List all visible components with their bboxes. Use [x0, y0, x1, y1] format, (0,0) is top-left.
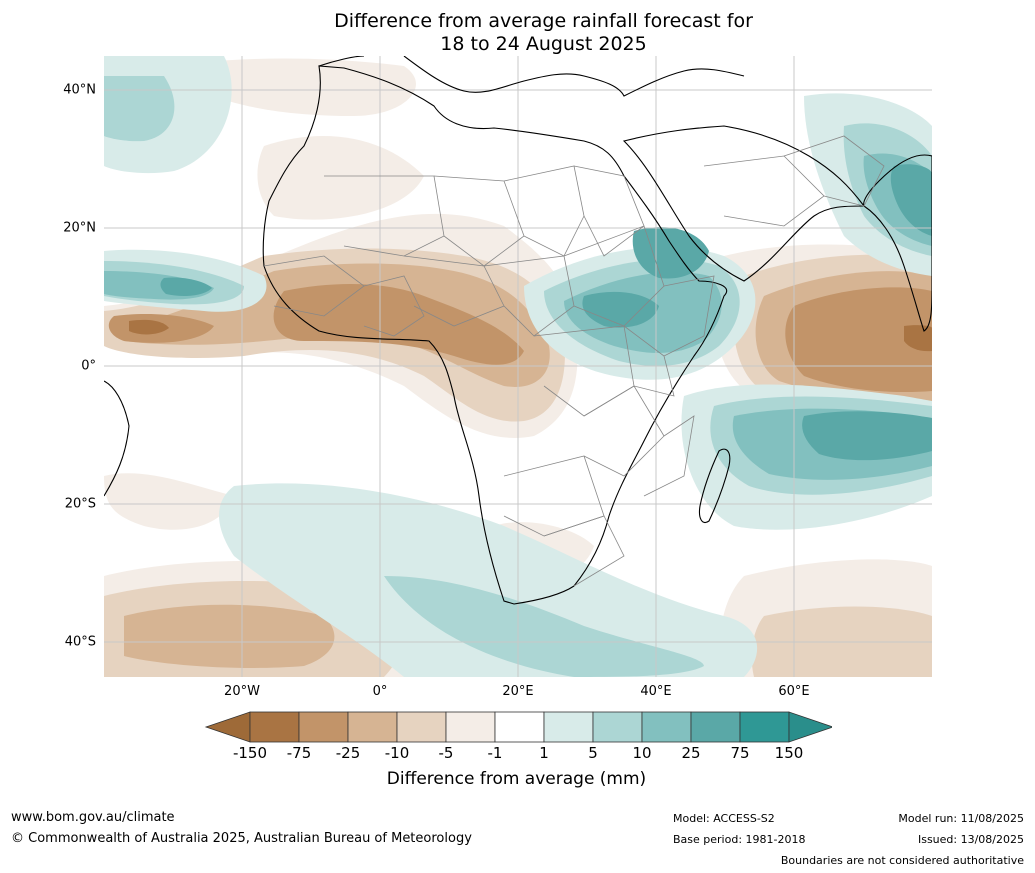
- colorbar-tick-label: 25: [681, 744, 701, 762]
- lon-label-20w: 20°W: [224, 684, 260, 699]
- footer-website[interactable]: www.bom.gov.au/climate: [11, 810, 175, 825]
- anomaly-wet-vstrong-atl: [160, 277, 212, 296]
- colorbar-extend-high: [788, 711, 832, 743]
- colorbar-bin: [690, 711, 741, 743]
- colorbar-bin: [739, 711, 790, 743]
- anomaly-wet-light-south: [219, 483, 758, 677]
- colorbar-bin: [445, 711, 496, 743]
- anomaly-dry-extreme-indian: [904, 325, 932, 352]
- footer-model-run: Model run: 11/08/2025: [898, 812, 1024, 825]
- colorbar-tick-label: 5: [588, 744, 598, 762]
- colorbar-extend-low: [204, 711, 251, 743]
- lat-label-40n: 40°N: [63, 82, 96, 98]
- map-gridlines: [104, 56, 932, 677]
- colorbar-bin: [592, 711, 643, 743]
- colorbar-bin: [249, 711, 300, 743]
- colorbar-bin: [298, 711, 349, 743]
- lon-label-0: 0°: [372, 684, 388, 699]
- footer-base-period: Base period: 1981-2018: [673, 833, 806, 846]
- lat-label-20s: 20°S: [64, 496, 96, 512]
- anomaly-wet-vstrong-indian: [802, 411, 932, 461]
- colorbar-tick-label: -10: [384, 744, 410, 762]
- footer-issued: Issued: 13/08/2025: [917, 833, 1024, 846]
- map-title: Difference from average rainfall forecas…: [0, 10, 1035, 56]
- colorbar-tick-label: -25: [335, 744, 361, 762]
- colorbar-bin: [641, 711, 692, 743]
- title-line-2: 18 to 24 August 2025: [440, 33, 647, 55]
- footer-model: Model: ACCESS-S2: [673, 812, 775, 825]
- country-borders: [263, 135, 885, 587]
- lon-label-20e: 20°E: [502, 684, 534, 699]
- arabia-coastline: [622, 125, 866, 282]
- colorbar-bin: [396, 711, 447, 743]
- coastlines: [104, 56, 932, 605]
- anomaly-dry-extreme-atl: [129, 319, 169, 335]
- anomaly-wet-vstrong-india: [890, 164, 932, 236]
- map-canvas: [104, 56, 932, 677]
- colorbar-bin: [347, 711, 398, 743]
- anomaly-wet-mid-south: [384, 576, 704, 677]
- anomaly-wet-vstrong-east-africa: [632, 227, 709, 279]
- anomaly-wet-mid-nw: [104, 76, 175, 142]
- colorbar: [204, 711, 832, 743]
- anomaly-dry-strong-south-atl: [124, 604, 335, 668]
- colorbar-tick-label: 150: [774, 744, 804, 762]
- colorbar-tick-label: -1: [487, 744, 503, 762]
- lon-label-60e: 60°E: [778, 684, 810, 699]
- lat-label-40s: 40°S: [64, 634, 96, 650]
- colorbar-bins: [204, 711, 832, 743]
- europe-coastline: [318, 56, 745, 97]
- india-coastline: [863, 154, 932, 332]
- lon-label-40e: 40°E: [640, 684, 672, 699]
- colorbar-tick-label: -5: [438, 744, 454, 762]
- title-line-1: Difference from average rainfall forecas…: [334, 10, 753, 32]
- anomaly-dry-vstrong-sahel: [273, 284, 524, 365]
- colorbar-title: Difference from average (mm): [386, 769, 647, 789]
- colorbar-tick-label: -75: [286, 744, 312, 762]
- colorbar-bin: [494, 711, 545, 743]
- south-america-coastline: [104, 380, 130, 497]
- colorbar-tick-label: 10: [632, 744, 652, 762]
- footer-copyright: © Commonwealth of Australia 2025, Austra…: [11, 831, 472, 846]
- colorbar-tick-label: 1: [539, 744, 549, 762]
- footer-disclaimer: Boundaries are not considered authoritat…: [780, 854, 1024, 867]
- rainfall-anomaly-map: [104, 56, 932, 677]
- anomaly-dry-light-west: [104, 473, 234, 530]
- anomaly-wet-vstrong-ethiopia: [582, 291, 659, 328]
- anomaly-dry-light-north: [257, 136, 424, 220]
- madagascar-coastline: [698, 448, 731, 524]
- colorbar-bin: [543, 711, 594, 743]
- africa-coastline: [262, 65, 727, 605]
- lat-label-20n: 20°N: [63, 220, 96, 236]
- lat-label-equator: 0°: [81, 358, 96, 374]
- colorbar-tick-label: 75: [730, 744, 750, 762]
- colorbar-tick-label: -150: [232, 744, 268, 762]
